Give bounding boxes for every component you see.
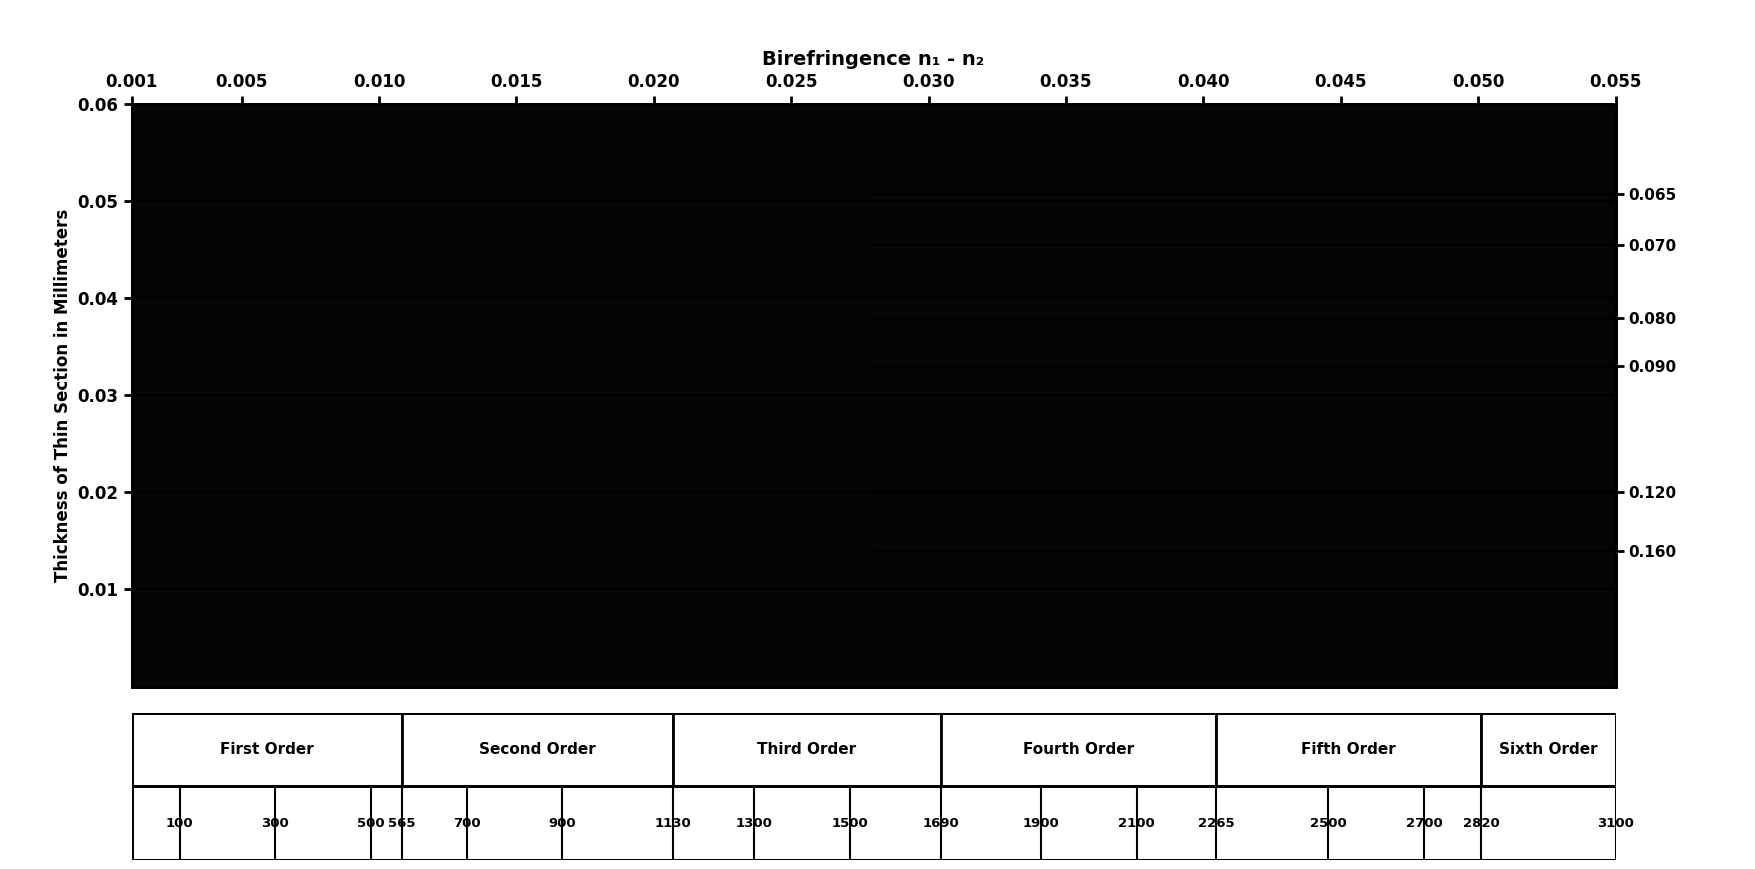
Text: Fifth Order: Fifth Order [1300, 742, 1395, 757]
Text: 300: 300 [261, 817, 290, 830]
Text: 2500: 2500 [1309, 817, 1346, 830]
Text: 1300: 1300 [735, 817, 772, 830]
Text: 2820: 2820 [1462, 817, 1499, 830]
Text: Second Order: Second Order [479, 742, 595, 757]
Text: 100: 100 [165, 817, 193, 830]
Bar [941, 713, 1214, 786]
Bar [1481, 713, 1615, 786]
Text: 500: 500 [356, 817, 384, 830]
Text: 2265: 2265 [1197, 817, 1234, 830]
Text: 2700: 2700 [1406, 817, 1441, 830]
Bar [1214, 713, 1481, 786]
Bar [132, 786, 1615, 860]
Text: 1690: 1690 [921, 817, 958, 830]
Text: 700: 700 [453, 817, 481, 830]
Text: 1130: 1130 [655, 817, 690, 830]
Bar [132, 713, 402, 786]
Text: Third Order: Third Order [756, 742, 856, 757]
Text: 900: 900 [548, 817, 576, 830]
Text: 1900: 1900 [1021, 817, 1058, 830]
Text: 565: 565 [388, 817, 416, 830]
Y-axis label: Thickness of Thin Section in Millimeters: Thickness of Thin Section in Millimeters [54, 209, 72, 582]
X-axis label: Birefringence n₁ - n₂: Birefringence n₁ - n₂ [762, 50, 985, 69]
Bar [402, 713, 672, 786]
Text: Sixth Order: Sixth Order [1499, 742, 1597, 757]
Text: First Order: First Order [219, 742, 314, 757]
Bar [672, 713, 941, 786]
Text: 1500: 1500 [830, 817, 867, 830]
Text: 2100: 2100 [1118, 817, 1155, 830]
Text: Fourth Order: Fourth Order [1021, 742, 1134, 757]
Text: 3100: 3100 [1597, 817, 1632, 830]
